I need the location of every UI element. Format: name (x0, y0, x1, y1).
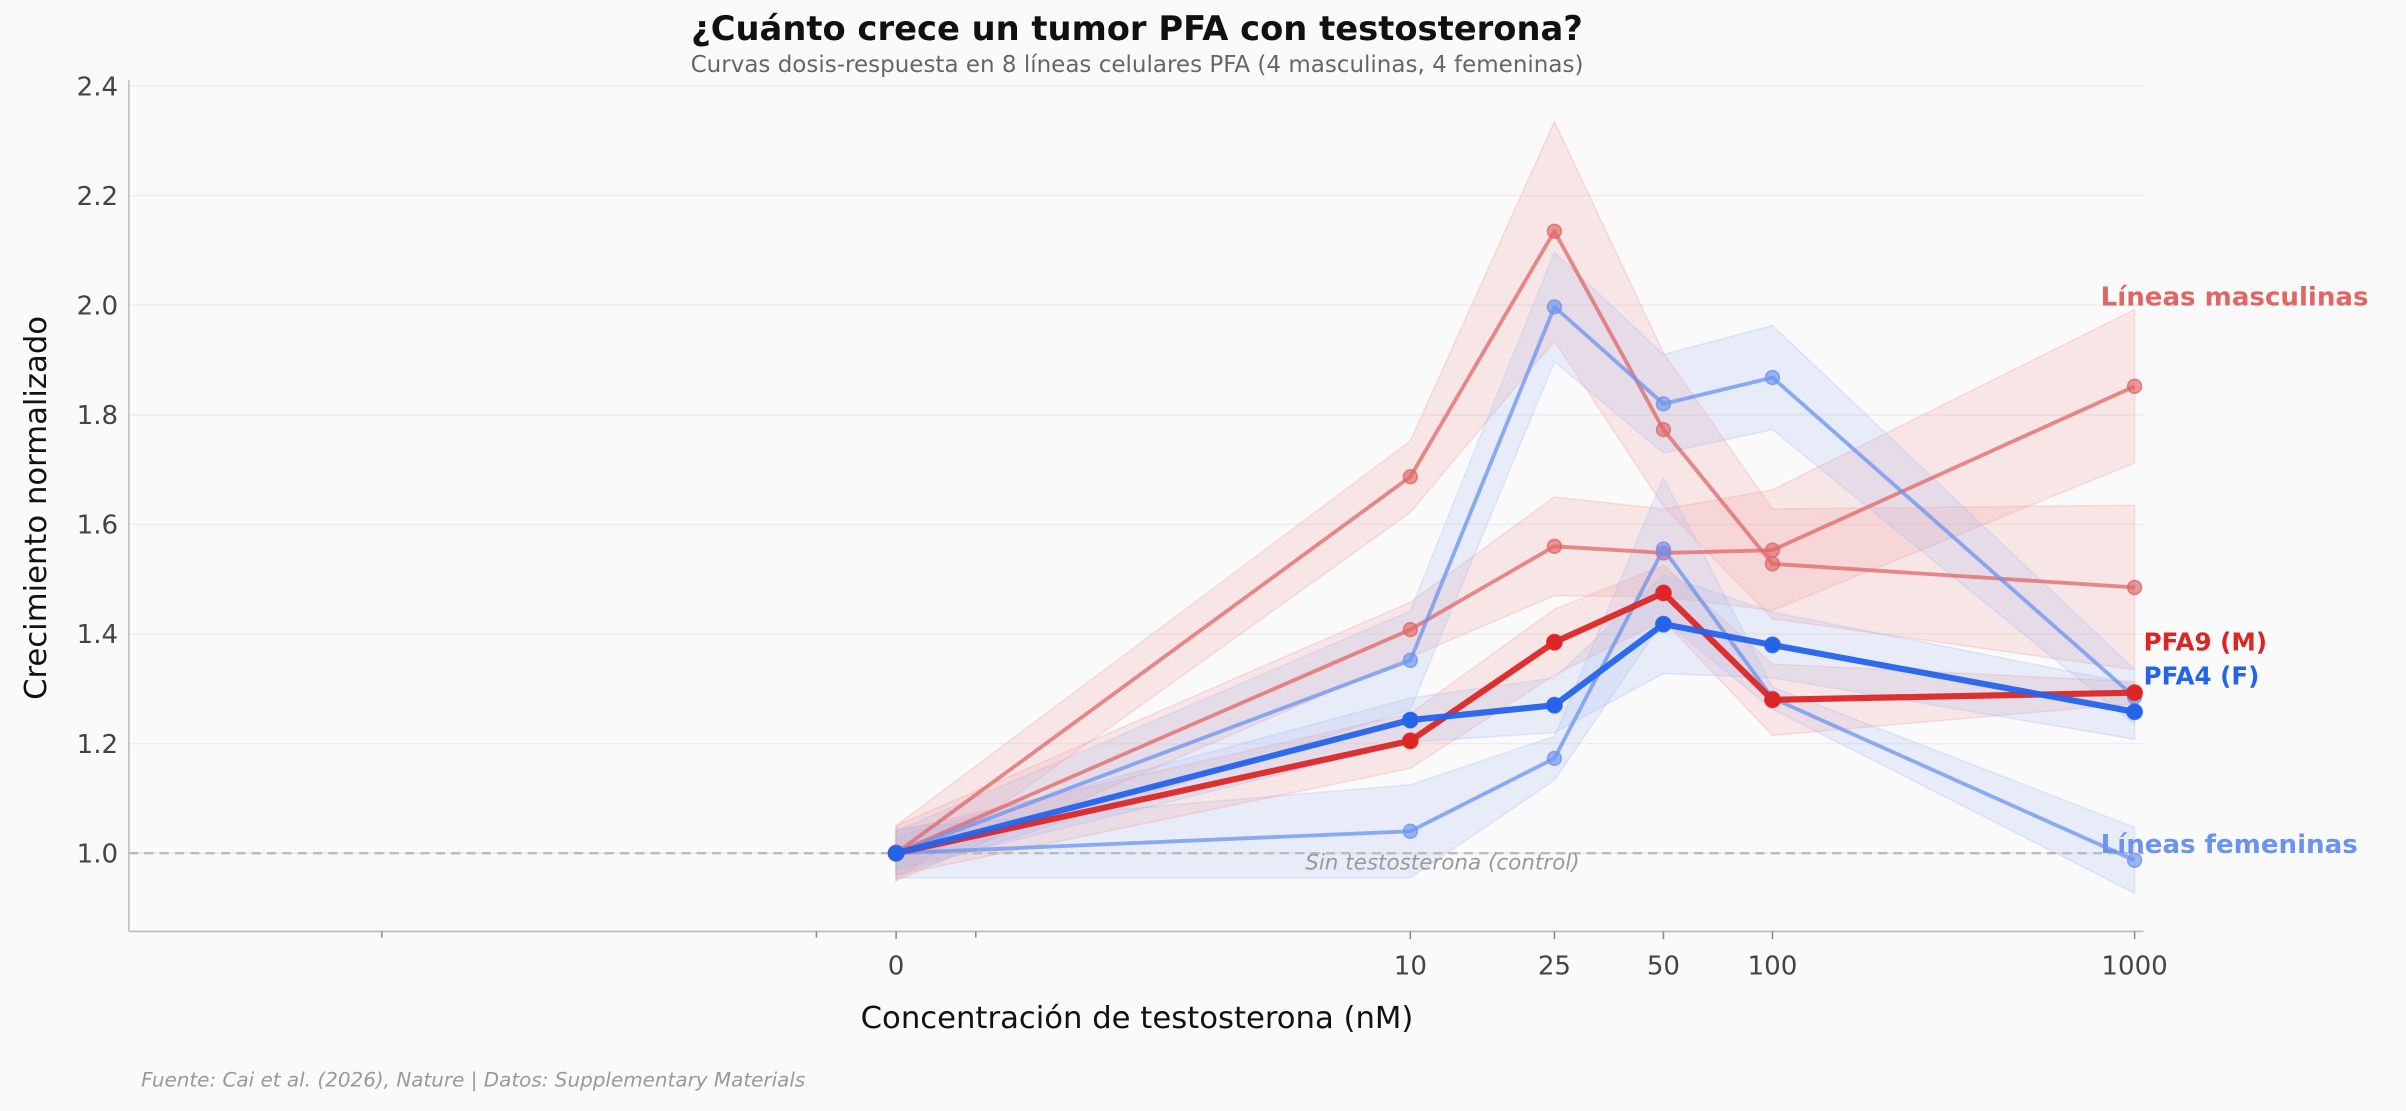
data-point (1655, 396, 1672, 412)
data-point (1402, 652, 1419, 668)
series-line (895, 589, 2135, 857)
y-tick-label: 1.6 (77, 511, 118, 541)
x-tick-label: 100 (1748, 951, 1798, 981)
y-tick-label: 1.2 (77, 730, 118, 760)
pfa9-label: PFA9 (M) (2144, 628, 2267, 657)
source-footer: Fuente: Cai et al. (2026), Nature | Dato… (141, 1067, 805, 1091)
series-line (895, 384, 2136, 855)
data-point (1546, 538, 1563, 555)
ci-band (895, 119, 2136, 883)
data-point (1655, 615, 1672, 633)
y-tick-label: 2.2 (77, 182, 118, 212)
control-label: Sin testosterona (control) (1305, 851, 1579, 876)
y-tick-label: 2.4 (77, 72, 118, 102)
data-point (1401, 732, 1419, 750)
data-point (1764, 691, 1781, 709)
y-tick-label: 1.4 (77, 620, 118, 650)
data-point (2126, 378, 2143, 395)
data-point (1764, 542, 1781, 558)
data-point (1402, 823, 1419, 839)
axes: 1.0 1.2 1.4 1.6 1.8 2.0 2.2 2.4 0 10 25 50 100 1000 (77, 72, 2168, 981)
x-tick-label: 10 (1394, 951, 1427, 981)
data-point (2126, 852, 2143, 868)
x-tick-label: 50 (1647, 951, 1680, 981)
data-point (1655, 421, 1672, 438)
data-point (1655, 584, 1672, 602)
data-point (1545, 696, 1563, 714)
data-point (1402, 621, 1419, 638)
y-axis-label: Crecimiento normalizado (19, 316, 54, 700)
series-line (896, 547, 2136, 863)
x-axis-label: Concentración de testosterona (nM) (861, 1001, 1414, 1036)
data-point (1402, 469, 1419, 485)
data-point (2126, 703, 2144, 721)
male-group-label: Líneas masculinas (2101, 282, 2369, 312)
data-point (1655, 541, 1672, 557)
grid (128, 85, 2144, 854)
ci-band (895, 476, 2136, 895)
data-point (2126, 579, 2143, 596)
data-point (1546, 223, 1563, 239)
data-point (1545, 633, 1563, 651)
y-tick-label: 2.0 (77, 291, 118, 321)
y-tick-label: 1.8 (77, 401, 118, 431)
series-line (894, 229, 2135, 855)
pfa4-label: PFA4 (F) (2144, 661, 2260, 690)
data-point (887, 844, 905, 862)
data-point (1546, 299, 1563, 315)
data-point (1546, 750, 1563, 767)
female-group-label: Líneas femeninas (2101, 830, 2358, 860)
data-point (1764, 636, 1781, 654)
series-line (895, 304, 2136, 855)
data-point (1764, 556, 1781, 572)
x-tick-label: 0 (888, 951, 905, 981)
chart-subtitle: Curvas dosis-respuesta en 8 líneas celul… (691, 52, 1584, 78)
data-point (1764, 369, 1781, 386)
series-line (895, 621, 2136, 857)
x-tick-label: 1000 (2101, 951, 2167, 981)
x-tick-label: 25 (1538, 951, 1571, 981)
series-lines (887, 223, 2144, 868)
y-tick-label: 1.0 (77, 839, 118, 869)
data-point (2126, 684, 2144, 702)
chart-title: ¿Cuánto crece un tumor PFA con testoster… (691, 9, 1583, 48)
data-point (1401, 711, 1419, 729)
